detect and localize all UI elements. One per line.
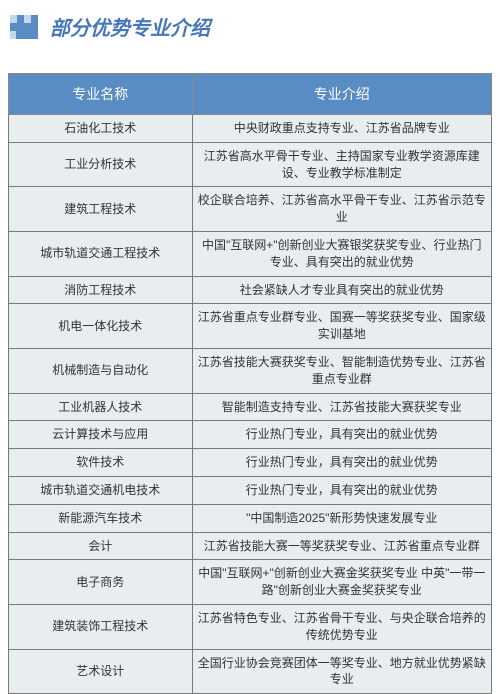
table-row: 新能源汽车技术"中国制造2025"新形势快速发展专业 xyxy=(9,504,492,532)
cell-name: 工业分析技术 xyxy=(9,142,193,187)
table-row: 艺术设计全国行业协会竞赛团体一等奖专业、地方就业优势紧缺专业 xyxy=(9,649,492,694)
cell-desc: 江苏省特色专业、江苏省骨干专业、与央企联合培养的传统优势专业 xyxy=(192,604,491,649)
col-header-name: 专业名称 xyxy=(9,74,193,115)
cell-desc: 社会紧缺人才专业具有突出的就业优势 xyxy=(192,276,491,304)
table-row: 城市轨道交通工程技术中国"互联网+"创新创业大赛银奖获奖专业、行业热门专业、具有… xyxy=(9,231,492,276)
table-row: 会计江苏省技能大赛一等奖获奖专业、江苏省重点专业群 xyxy=(9,532,492,560)
cell-desc: 江苏省重点专业群专业、国赛一等奖获奖专业、国家级实训基地 xyxy=(192,304,491,349)
cell-name: 会计 xyxy=(9,532,193,560)
cell-name: 电子商务 xyxy=(9,560,193,605)
table-row: 建筑工程技术校企联合培养、江苏省高水平骨干专业、江苏省示范专业 xyxy=(9,187,492,232)
cell-desc: 行业热门专业，具有突出的就业优势 xyxy=(192,449,491,477)
cell-name: 城市轨道交通工程技术 xyxy=(9,231,193,276)
cell-desc: 全国行业协会竞赛团体一等奖专业、地方就业优势紧缺专业 xyxy=(192,649,491,694)
majors-table: 专业名称 专业介绍 石油化工技术中央财政重点支持专业、江苏省品牌专业工业分析技术… xyxy=(8,73,492,694)
table-row: 消防工程技术社会紧缺人才专业具有突出的就业优势 xyxy=(9,276,492,304)
cell-desc: 行业热门专业，具有突出的就业优势 xyxy=(192,421,491,449)
table-row: 建筑装饰工程技术江苏省特色专业、江苏省骨干专业、与央企联合培养的传统优势专业 xyxy=(9,604,492,649)
table-row: 机电一体化技术江苏省重点专业群专业、国赛一等奖获奖专业、国家级实训基地 xyxy=(9,304,492,349)
cell-name: 机械制造与自动化 xyxy=(9,348,193,393)
cell-name: 石油化工技术 xyxy=(9,115,193,143)
cell-name: 软件技术 xyxy=(9,449,193,477)
page-title: 部分优势专业介绍 xyxy=(50,12,210,41)
table-row: 电子商务中国"互联网+"创新创业大赛金奖获奖专业 中英"一带一路"创新创业大赛金… xyxy=(9,560,492,605)
table-row: 机械制造与自动化江苏省技能大赛获奖专业、智能制造优势专业、江苏省重点专业群 xyxy=(9,348,492,393)
cell-desc: 行业热门专业，具有突出的就业优势 xyxy=(192,476,491,504)
cell-name: 机电一体化技术 xyxy=(9,304,193,349)
cell-desc: 中国"互联网+"创新创业大赛金奖获奖专业 中英"一带一路"创新创业大赛金奖获奖专… xyxy=(192,560,491,605)
cell-desc: 智能制造支持专业、江苏省技能大赛获奖专业 xyxy=(192,393,491,421)
cell-desc: 江苏省技能大赛一等奖获奖专业、江苏省重点专业群 xyxy=(192,532,491,560)
table-row: 工业分析技术江苏省高水平骨干专业、主持国家专业教学资源库建设、专业教学标准制定 xyxy=(9,142,492,187)
section-icon xyxy=(10,15,38,39)
cell-desc: 江苏省技能大赛获奖专业、智能制造优势专业、江苏省重点专业群 xyxy=(192,348,491,393)
cell-desc: 江苏省高水平骨干专业、主持国家专业教学资源库建设、专业教学标准制定 xyxy=(192,142,491,187)
cell-desc: 中央财政重点支持专业、江苏省品牌专业 xyxy=(192,115,491,143)
cell-name: 云计算技术与应用 xyxy=(9,421,193,449)
title-bar: 部分优势专业介绍 xyxy=(0,0,500,53)
table-row: 云计算技术与应用行业热门专业，具有突出的就业优势 xyxy=(9,421,492,449)
table-container: 专业名称 专业介绍 石油化工技术中央财政重点支持专业、江苏省品牌专业工业分析技术… xyxy=(0,73,500,694)
table-row: 城市轨道交通机电技术行业热门专业，具有突出的就业优势 xyxy=(9,476,492,504)
table-row: 软件技术行业热门专业，具有突出的就业优势 xyxy=(9,449,492,477)
cell-desc: "中国制造2025"新形势快速发展专业 xyxy=(192,504,491,532)
cell-name: 新能源汽车技术 xyxy=(9,504,193,532)
cell-name: 建筑工程技术 xyxy=(9,187,193,232)
cell-desc: 中国"互联网+"创新创业大赛银奖获奖专业、行业热门专业、具有突出的就业优势 xyxy=(192,231,491,276)
cell-desc: 校企联合培养、江苏省高水平骨干专业、江苏省示范专业 xyxy=(192,187,491,232)
cell-name: 艺术设计 xyxy=(9,649,193,694)
cell-name: 消防工程技术 xyxy=(9,276,193,304)
cell-name: 工业机器人技术 xyxy=(9,393,193,421)
table-row: 石油化工技术中央财政重点支持专业、江苏省品牌专业 xyxy=(9,115,492,143)
table-row: 工业机器人技术智能制造支持专业、江苏省技能大赛获奖专业 xyxy=(9,393,492,421)
col-header-desc: 专业介绍 xyxy=(192,74,491,115)
cell-name: 城市轨道交通机电技术 xyxy=(9,476,193,504)
cell-name: 建筑装饰工程技术 xyxy=(9,604,193,649)
